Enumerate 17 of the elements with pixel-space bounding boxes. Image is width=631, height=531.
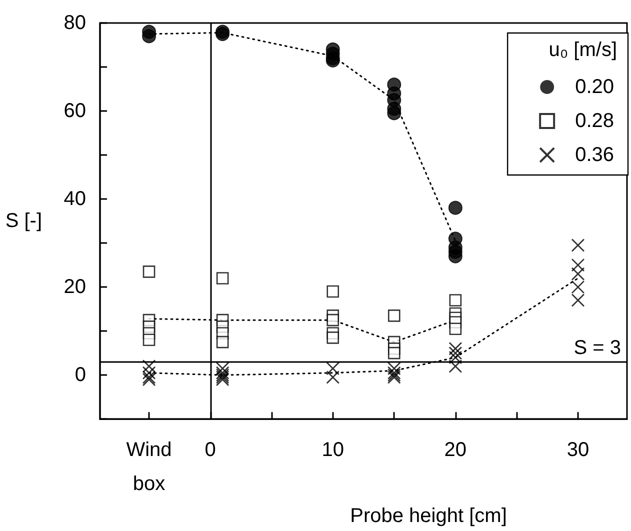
legend-label: 0.28 (575, 110, 614, 132)
x-axis-title: Probe height [cm] (350, 505, 507, 527)
x-tick-label: 0 (204, 439, 216, 462)
x-tick-label: Wind box (126, 439, 172, 496)
legend-title: u₀ [m/s] (548, 39, 617, 61)
y-tick-label: 20 (64, 276, 86, 298)
legend-label: 0.20 (575, 76, 614, 98)
y-tick-label: 80 (64, 12, 86, 34)
x-tick-label: 20 (444, 439, 467, 462)
y-axis-title: S [-] (5, 210, 42, 232)
x-tick-label: 30 (566, 439, 590, 462)
legend-label: 0.36 (575, 144, 614, 166)
y-tick-label: 0 (74, 364, 86, 386)
y-tick-label: 40 (64, 188, 86, 210)
x-tick-label: 10 (322, 439, 344, 462)
y-tick-label: 60 (64, 100, 86, 122)
ref-line-label: S = 3 (574, 336, 621, 359)
